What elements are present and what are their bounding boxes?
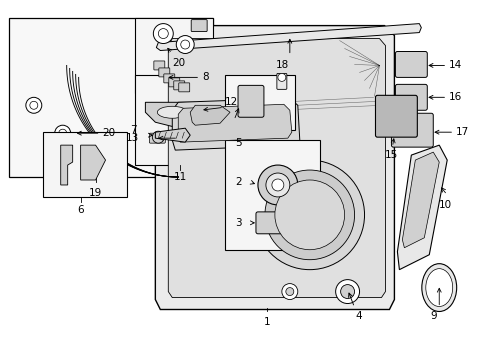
Circle shape	[59, 129, 66, 137]
FancyBboxPatch shape	[149, 133, 165, 143]
Polygon shape	[178, 104, 291, 142]
Circle shape	[30, 101, 38, 109]
FancyBboxPatch shape	[395, 84, 427, 110]
Circle shape	[55, 125, 71, 141]
Polygon shape	[145, 102, 200, 127]
Text: 10: 10	[438, 200, 451, 210]
Bar	[135, 18, 213, 93]
FancyBboxPatch shape	[390, 113, 432, 147]
Circle shape	[401, 115, 410, 125]
Bar	[9, 18, 213, 177]
Text: 3: 3	[235, 218, 241, 228]
Circle shape	[400, 91, 409, 101]
FancyBboxPatch shape	[375, 95, 416, 137]
Text: 12: 12	[224, 97, 238, 107]
FancyBboxPatch shape	[255, 212, 287, 234]
Circle shape	[254, 160, 364, 270]
Text: 14: 14	[448, 60, 462, 71]
FancyBboxPatch shape	[154, 61, 164, 70]
FancyBboxPatch shape	[159, 68, 169, 77]
Text: 7: 7	[130, 125, 137, 135]
Polygon shape	[402, 152, 438, 248]
FancyBboxPatch shape	[395, 51, 427, 77]
Text: 20: 20	[172, 58, 185, 68]
Circle shape	[285, 288, 293, 296]
Circle shape	[412, 126, 425, 138]
Circle shape	[265, 173, 289, 197]
Circle shape	[152, 131, 164, 143]
Text: 16: 16	[448, 92, 462, 102]
Polygon shape	[168, 39, 385, 298]
Circle shape	[181, 40, 189, 49]
Circle shape	[153, 24, 173, 44]
Text: 13: 13	[125, 133, 139, 143]
Circle shape	[281, 284, 297, 300]
Polygon shape	[155, 26, 394, 310]
Text: 20: 20	[102, 128, 116, 138]
Bar	[224, 75, 294, 130]
Ellipse shape	[157, 106, 187, 118]
Circle shape	[271, 179, 283, 191]
Text: 15: 15	[384, 150, 397, 160]
Circle shape	[274, 180, 344, 250]
FancyBboxPatch shape	[276, 73, 286, 89]
Circle shape	[158, 28, 168, 39]
Text: 9: 9	[429, 311, 436, 321]
Polygon shape	[172, 98, 299, 150]
FancyBboxPatch shape	[191, 20, 207, 32]
Circle shape	[176, 36, 194, 54]
Ellipse shape	[425, 269, 452, 306]
Circle shape	[258, 165, 297, 205]
Circle shape	[26, 97, 41, 113]
Polygon shape	[81, 145, 105, 180]
Circle shape	[400, 58, 409, 68]
Polygon shape	[397, 145, 447, 270]
Text: 19: 19	[89, 188, 102, 198]
Circle shape	[264, 170, 354, 260]
Circle shape	[277, 73, 285, 81]
FancyBboxPatch shape	[168, 78, 180, 87]
Polygon shape	[190, 105, 229, 125]
Text: 11: 11	[173, 172, 186, 182]
Bar	[42, 132, 127, 197]
Text: 2: 2	[235, 177, 241, 187]
Bar	[135, 75, 264, 165]
FancyBboxPatch shape	[173, 81, 184, 90]
Text: 6: 6	[77, 205, 84, 215]
Text: 8: 8	[202, 72, 208, 82]
Polygon shape	[156, 24, 421, 50]
Circle shape	[377, 115, 386, 125]
Circle shape	[388, 105, 399, 115]
Text: 4: 4	[355, 311, 362, 321]
Circle shape	[340, 285, 354, 298]
FancyBboxPatch shape	[238, 85, 264, 117]
Ellipse shape	[421, 264, 456, 311]
Polygon shape	[155, 128, 190, 142]
FancyBboxPatch shape	[163, 74, 174, 83]
Bar	[224, 140, 319, 250]
Circle shape	[396, 122, 409, 136]
Text: 1: 1	[263, 318, 270, 328]
Text: 18: 18	[276, 60, 289, 71]
Text: 17: 17	[455, 127, 468, 137]
Circle shape	[335, 280, 359, 303]
Text: 5: 5	[235, 138, 241, 148]
FancyBboxPatch shape	[179, 83, 189, 92]
Polygon shape	[61, 145, 73, 185]
